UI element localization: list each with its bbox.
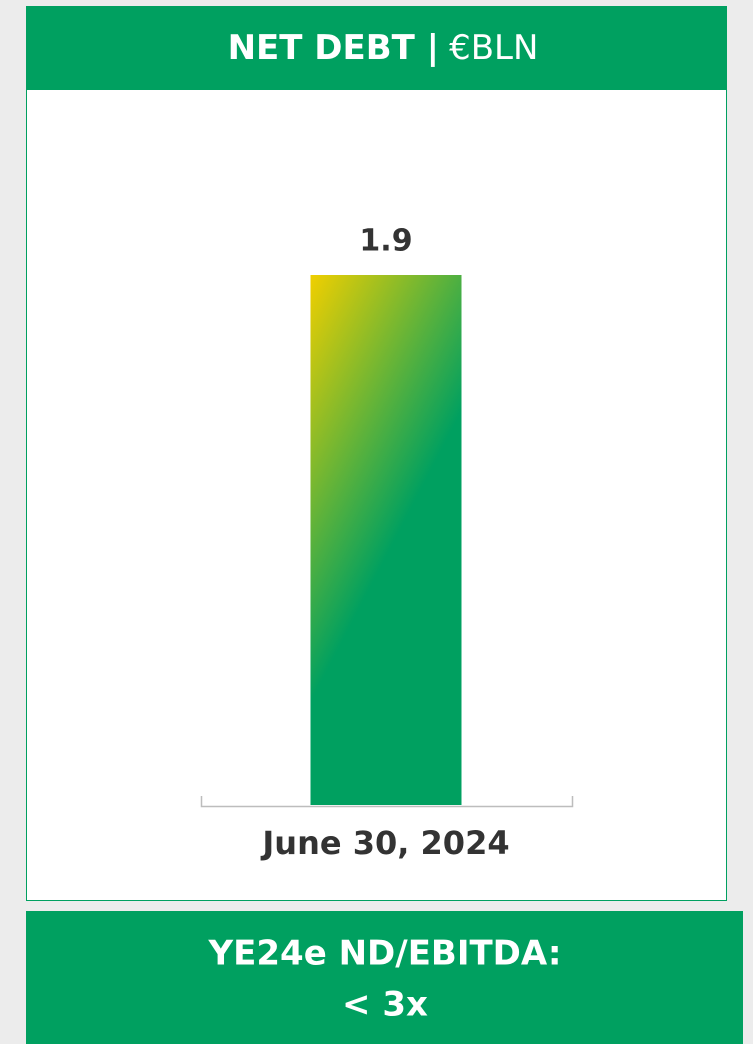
footer-box [26,911,743,1044]
title-unit: €BLN [449,28,538,68]
x-tick-label: June 30, 2024 [260,824,509,862]
title-main: NET DEBT | [228,28,440,68]
footer-line-1: YE24e ND/EBITDA: [208,934,562,974]
bar [310,275,462,805]
x-axis-line [200,796,574,808]
chart-title: NET DEBT | €BLN [228,28,539,68]
card-header [26,6,727,90]
data-label: 1.9 [359,224,412,259]
footer-line-2: < 3x [342,985,428,1025]
